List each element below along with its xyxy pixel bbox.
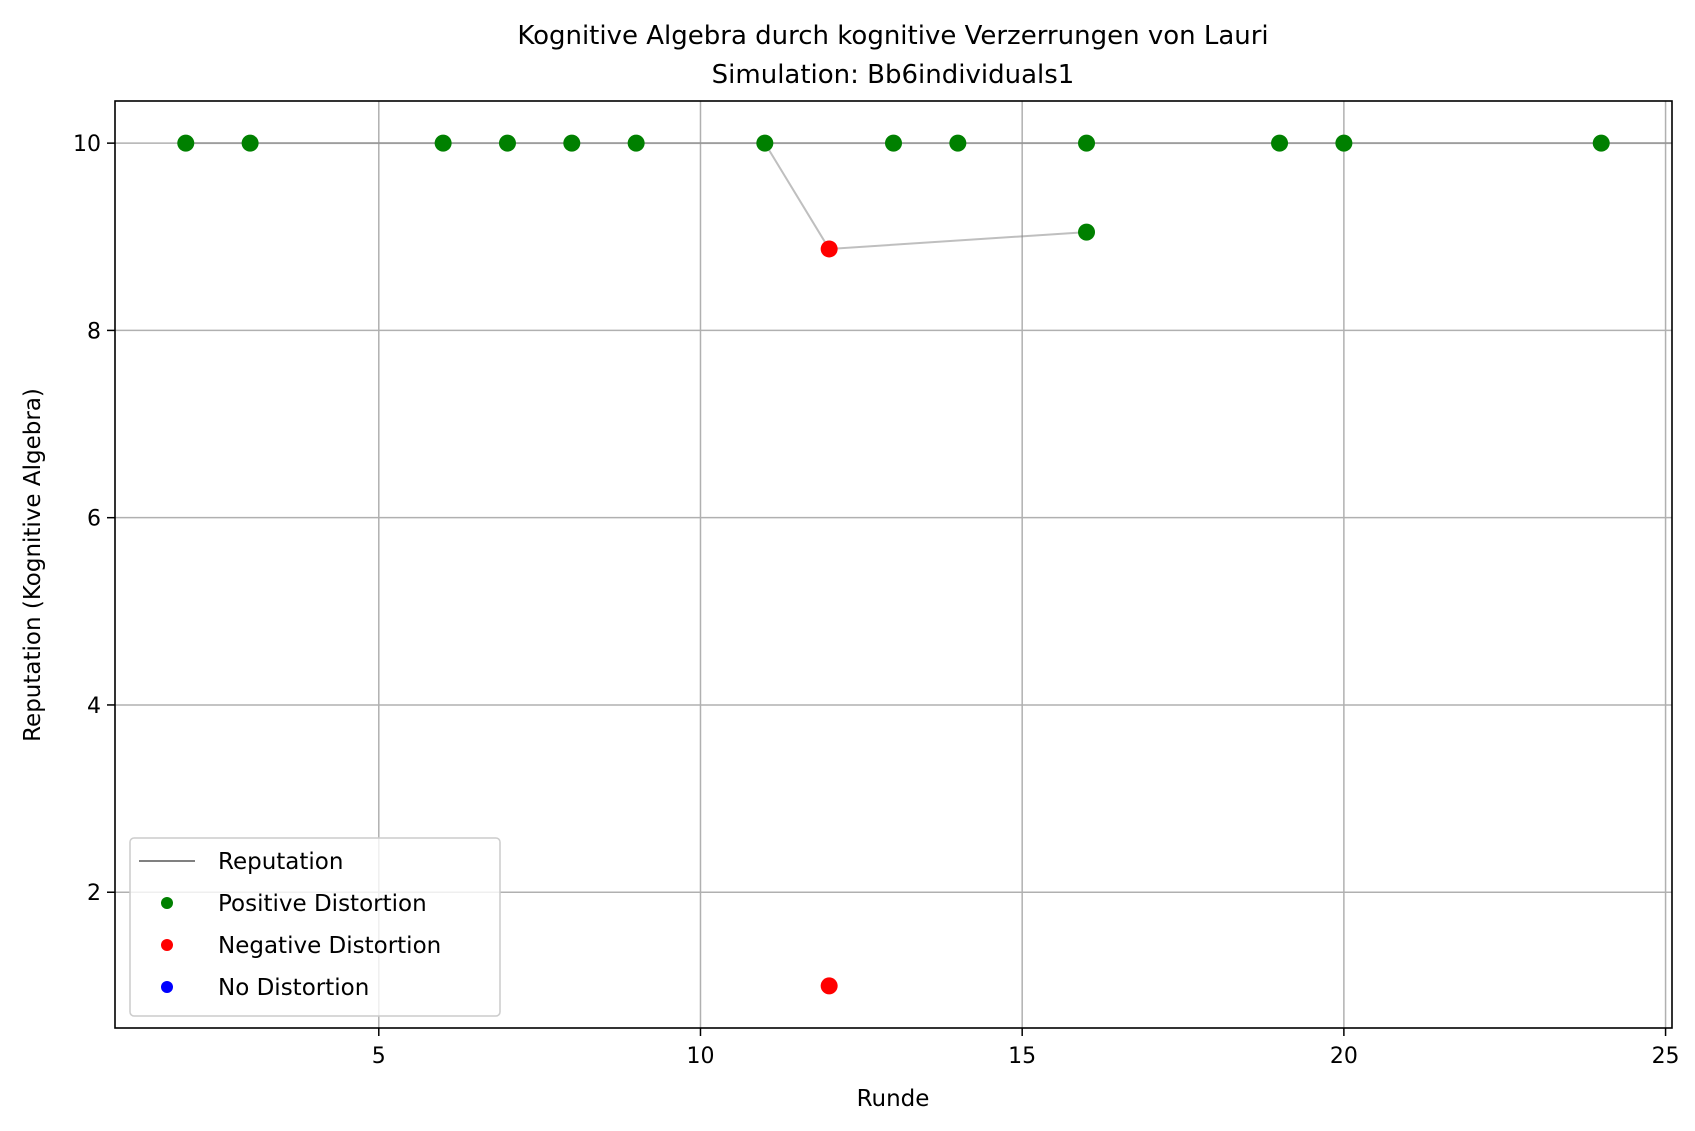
axis-ticks: 5 10 15 20 25 2 4 6 8 10 xyxy=(73,132,1680,1069)
positive-distortion-point xyxy=(434,134,452,152)
negative-distortion-point xyxy=(820,977,838,995)
positive-distortion-point xyxy=(885,134,902,152)
positive-distortion-point xyxy=(1335,134,1353,152)
y-tick-label: 10 xyxy=(73,132,101,157)
positive-distortion-point xyxy=(627,134,645,152)
positive-distortion-point xyxy=(177,134,195,152)
x-tick-label: 5 xyxy=(372,1044,386,1069)
legend-label-reputation: Reputation xyxy=(218,849,343,875)
y-axis-label: Reputation (Kognitive Algebra) xyxy=(20,388,46,742)
positive-distortion-point xyxy=(241,134,259,152)
y-tick-label: 4 xyxy=(87,694,101,719)
y-tick-label: 2 xyxy=(87,881,101,906)
legend-label-negative: Negative Distortion xyxy=(218,933,441,959)
positive-distortion-point xyxy=(1078,223,1096,241)
y-tick-label: 8 xyxy=(87,319,101,344)
positive-distortion-point xyxy=(1271,134,1289,152)
chart-title: Kognitive Algebra durch kognitive Verzer… xyxy=(517,21,1268,51)
x-tick-label: 25 xyxy=(1652,1044,1680,1069)
positive-distortion-point xyxy=(1592,134,1610,152)
positive-distortion-point xyxy=(1078,134,1096,152)
x-tick-label: 20 xyxy=(1330,1044,1358,1069)
positive-distortion-point xyxy=(949,134,967,152)
legend-swatch-none xyxy=(161,981,173,993)
positive-distortion-point xyxy=(498,134,516,152)
negative-distortion-point xyxy=(820,240,838,258)
legend-box xyxy=(129,837,501,1017)
plot-frame xyxy=(114,100,1673,1029)
y-tick-label: 6 xyxy=(87,507,101,532)
legend-label-none: No Distortion xyxy=(218,975,369,1001)
legend-swatch-negative xyxy=(161,939,173,951)
data-points xyxy=(177,134,1610,995)
legend-swatch-positive xyxy=(161,897,173,909)
legend-label-positive: Positive Distortion xyxy=(218,891,427,917)
legend: Reputation Positive Distortion Negative … xyxy=(129,837,501,1017)
x-axis-label: Runde xyxy=(857,1086,930,1112)
positive-distortion-point xyxy=(563,134,581,152)
x-tick-label: 15 xyxy=(1008,1044,1036,1069)
chart-subtitle: Simulation: Bb6individuals1 xyxy=(712,60,1075,90)
x-tick-label: 10 xyxy=(686,1044,714,1069)
positive-distortion-point xyxy=(756,134,774,152)
